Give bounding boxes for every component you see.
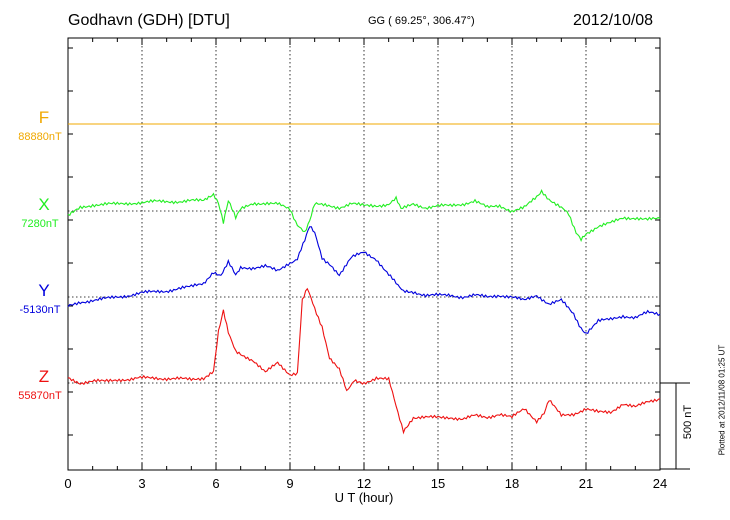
series-line-y [67, 226, 661, 334]
component-letter-z: Z [38, 367, 50, 386]
component-letter-f: F [38, 108, 50, 127]
x-tick-label: 9 [286, 476, 294, 491]
station-title: Godhavn (GDH) [DTU] [68, 12, 230, 29]
component-baseline-z: 55870nT [18, 390, 62, 402]
component-baseline-x: 7280nT [21, 218, 59, 230]
series-layer [67, 123, 661, 435]
component-letter-y: Y [38, 281, 50, 300]
component-baseline-y: -5130nT [19, 304, 61, 316]
x-tick-label: 15 [430, 476, 446, 491]
x-tick-label: 0 [64, 476, 72, 491]
x-tick-label: 18 [504, 476, 520, 491]
plotted-at-note: Plotted at 2012/11/08 01:25 UT [717, 344, 727, 456]
x-axis-label: U T (hour) [334, 490, 394, 505]
station-coordinates: GG ( 69.25°, 306.47°) [368, 15, 475, 27]
component-letter-x: X [38, 195, 50, 214]
component-baseline-f: 88880nT [18, 131, 62, 143]
x-tick-label: 21 [578, 476, 594, 491]
scale-bar [660, 382, 690, 470]
grid [68, 38, 660, 470]
x-tick-label: 24 [652, 476, 668, 491]
x-tick-label: 12 [356, 476, 372, 491]
x-tick-label: 6 [212, 476, 220, 491]
series-line-z [67, 287, 661, 435]
series-line-x [67, 189, 661, 242]
x-tick-label: 3 [138, 476, 146, 491]
axis-ticks [67, 38, 661, 470]
plot-date: 2012/10/08 [573, 12, 654, 29]
scale-bar-label: 500 nT [682, 404, 694, 440]
